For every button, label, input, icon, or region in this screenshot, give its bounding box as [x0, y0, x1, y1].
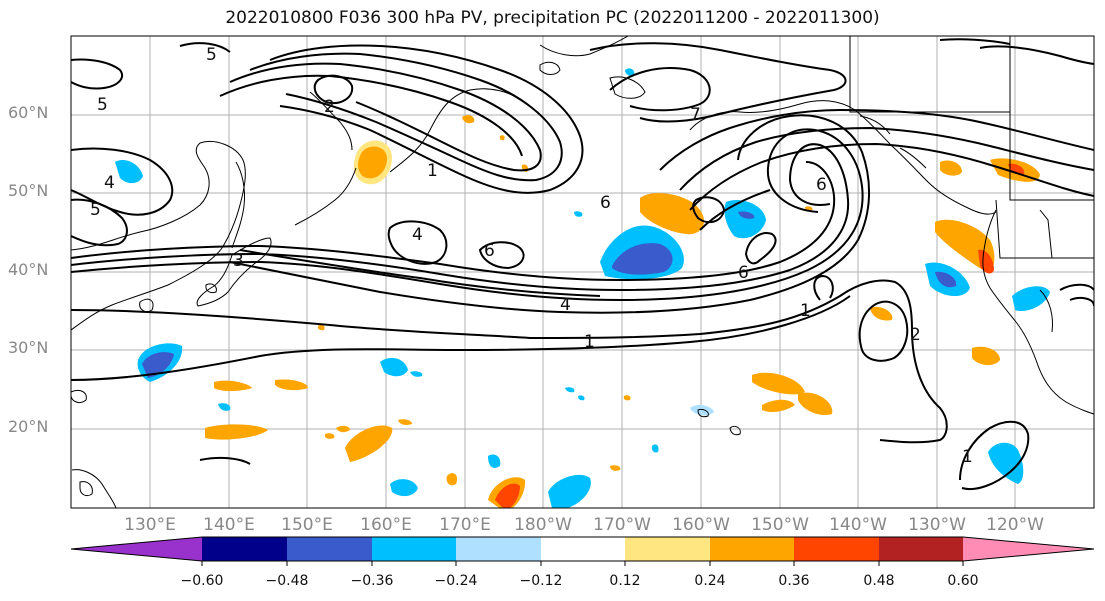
colorbar-segment [287, 537, 372, 561]
lon-label: 130°E [124, 515, 176, 535]
contour-label: 5 [97, 95, 108, 115]
contour-label: 4 [560, 295, 571, 315]
contour-label: 5 [206, 45, 217, 65]
contour-label: 2 [324, 97, 335, 117]
borders [849, 36, 1094, 259]
lat-label: 60°N [8, 103, 49, 122]
lon-label: 160°E [360, 515, 412, 535]
colorbar-segment [541, 537, 625, 561]
map-frame [70, 35, 1095, 509]
lat-label: 20°N [8, 417, 49, 436]
colorbar-segment [71, 537, 202, 561]
contour-label: 1 [800, 301, 811, 321]
contour-label: 1 [427, 161, 438, 181]
colorbar-tick-label: −0.60 [180, 573, 224, 589]
lon-label: 180°W [514, 515, 572, 535]
lon-label: 120°W [986, 515, 1044, 535]
colorbar-tick-label: 0.60 [947, 573, 979, 589]
colorbar-tick-label: 0.48 [863, 573, 895, 589]
pv-contours [71, 38, 1094, 490]
colorbar-tick-label: −0.24 [434, 573, 478, 589]
contour-label: 7 [690, 105, 701, 125]
map-title: 2022010800 F036 300 hPa PV, precipitatio… [225, 8, 880, 28]
contour-label: 6 [484, 241, 495, 261]
contour-label: 5 [90, 200, 101, 220]
colorbar-segment [710, 537, 794, 561]
lat-label: 40°N [8, 260, 49, 279]
colorbar-segment [625, 537, 710, 561]
lon-label: 170°W [593, 515, 651, 535]
precip-positive-patches [205, 115, 1040, 508]
lon-label: 170°E [439, 515, 491, 535]
lon-label: 160°W [672, 515, 730, 535]
colorbar-segment [372, 537, 456, 561]
lon-label: 140°E [203, 515, 255, 535]
contour-label: 6 [600, 193, 611, 213]
lon-label: 150°W [751, 515, 809, 535]
colorbar-tick-label: 0.24 [694, 573, 726, 589]
lat-label: 50°N [8, 181, 49, 200]
colorbar-segment [456, 537, 541, 561]
contour-label: 3 [233, 251, 244, 271]
colorbar-tick-label: 0.12 [609, 573, 641, 589]
contour-label: 4 [412, 225, 423, 245]
colorbar-tick-label: −0.36 [350, 573, 394, 589]
lon-label: 150°E [281, 515, 333, 535]
colorbar-segment [202, 537, 287, 561]
colorbar [70, 536, 1095, 566]
lon-label: 130°W [908, 515, 966, 535]
colorbar-segment [963, 537, 1094, 561]
colorbar-tick-label: 0.36 [778, 573, 810, 589]
coastlines [71, 36, 1094, 508]
precip-negative-patches [115, 68, 1050, 508]
colorbar-tick-label: −0.12 [519, 573, 563, 589]
contour-label: 6 [816, 175, 827, 195]
contour-label: 4 [104, 173, 115, 193]
colorbar-tick-label: −0.48 [265, 573, 309, 589]
contour-label: 2 [910, 325, 921, 345]
contour-label: 6 [738, 263, 749, 283]
colorbar-segment [879, 537, 963, 561]
contour-label: 1 [962, 447, 973, 467]
lon-label: 140°W [829, 515, 887, 535]
colorbar-segment [794, 537, 879, 561]
contour-labels: 1 1 1 1 2 2 3 4 4 4 5 5 5 6 6 6 6 7 [90, 45, 973, 467]
contour-label: 1 [584, 332, 595, 352]
lat-label: 30°N [8, 338, 49, 357]
